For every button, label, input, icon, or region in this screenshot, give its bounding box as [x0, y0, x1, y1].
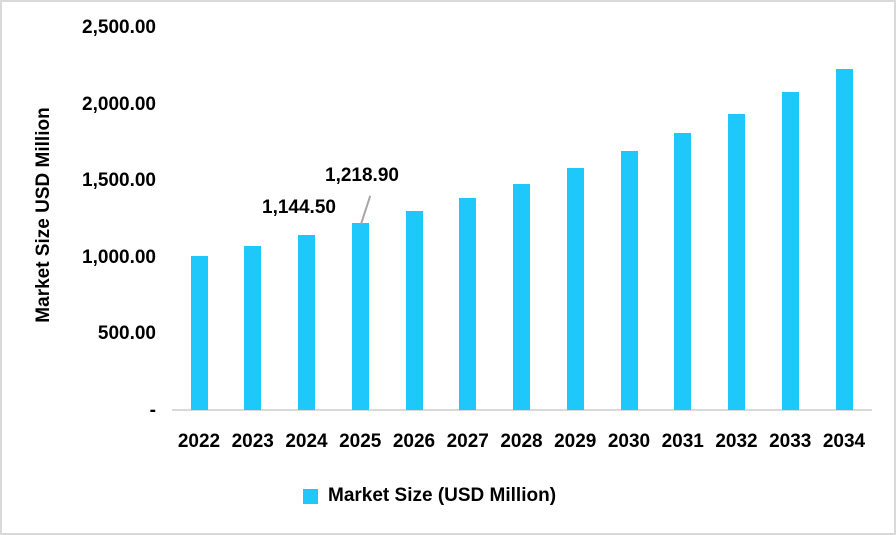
data-label-2025: 1,218.90 [325, 165, 399, 186]
legend-swatch [303, 488, 318, 504]
x-tick-label: 2024 [285, 431, 328, 452]
y-tick-label: 2,000.00 [82, 93, 156, 115]
bar-2031 [674, 133, 692, 410]
x-tick-label: 2031 [661, 431, 704, 452]
x-tick-label: 2034 [822, 431, 866, 452]
data-label-2024: 1,144.50 [262, 197, 336, 218]
x-tick-label: 2029 [554, 431, 597, 452]
bar-2029 [566, 168, 584, 410]
x-tick-label: 2027 [446, 431, 489, 452]
legend-label: Market Size (USD Million) [328, 485, 557, 506]
bar-2033 [781, 92, 799, 410]
bar-2032 [728, 114, 745, 410]
y-tick-label: 1,000.00 [82, 246, 156, 268]
bar-2022 [190, 256, 208, 410]
legend: Market Size (USD Million) [303, 485, 556, 507]
bar-2028 [513, 184, 530, 410]
bar-2030 [620, 151, 638, 410]
x-tick-label: 2028 [500, 431, 543, 452]
x-tick-label: 2022 [177, 431, 221, 452]
x-tick-label: 2026 [392, 431, 436, 452]
bar-2026 [405, 211, 423, 410]
x-axis-line [172, 409, 872, 411]
y-tick-label: 500.00 [97, 323, 156, 345]
x-tick-label: 2032 [715, 431, 758, 452]
x-tick-label: 2030 [607, 431, 651, 452]
y-axis-title: Market Size USD Million [33, 107, 54, 323]
bar-2027 [459, 198, 477, 410]
bar-2024 [298, 234, 315, 410]
bar-2034 [835, 69, 853, 410]
bar-2023 [244, 245, 262, 410]
bar-2025 [351, 223, 369, 410]
x-tick-label: 2023 [231, 431, 274, 452]
x-tick-label: 2033 [769, 431, 812, 452]
x-tick-label: 2025 [339, 431, 382, 452]
y-tick-label: - [149, 400, 156, 421]
y-tick-label: 2,500.00 [82, 17, 156, 38]
y-tick-label: 1,500.00 [82, 170, 156, 192]
